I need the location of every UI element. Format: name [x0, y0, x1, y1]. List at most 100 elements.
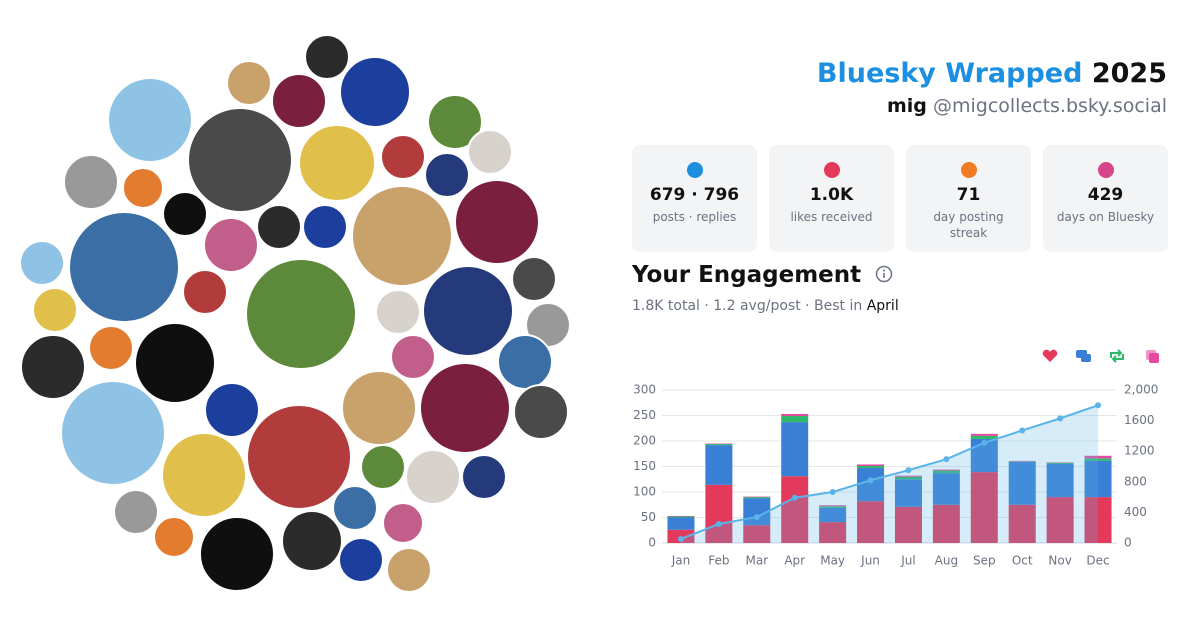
bar-segment [857, 465, 885, 469]
line-point [1019, 427, 1026, 434]
x-tick-label: Oct [1012, 554, 1033, 568]
stat-card: 1.0K likes received [769, 145, 894, 252]
bar-segment [1084, 455, 1112, 459]
stat-icon [961, 162, 977, 178]
avatar [497, 334, 553, 390]
y-tick-label: 150 [633, 459, 656, 473]
y2-tick-label: 400 [1124, 505, 1147, 519]
summary-text: 1.8K total · 1.2 avg/post · Best in [632, 298, 863, 314]
line-point [867, 477, 874, 484]
bar-segment [781, 422, 809, 477]
bar-segment [932, 473, 960, 505]
stat-icon [1098, 162, 1114, 178]
bar-segment [1046, 462, 1074, 463]
x-tick-label: Feb [708, 554, 729, 568]
info-icon[interactable] [875, 265, 893, 283]
y-tick-label: 200 [633, 434, 656, 448]
bar-segment [1008, 461, 1036, 505]
x-tick-label: Nov [1048, 554, 1071, 568]
bar-segment [894, 475, 922, 477]
legend-icon[interactable] [1110, 349, 1124, 363]
stat-value: 679 · 796 [649, 185, 740, 205]
avatar [405, 449, 461, 505]
bar-segment [705, 484, 733, 543]
bar-segment [932, 470, 960, 474]
avatar [134, 322, 216, 404]
stat-label: likes received [790, 210, 873, 224]
avatar [203, 217, 259, 273]
avatar [302, 204, 348, 250]
bar-segment [970, 435, 998, 439]
legend-icon[interactable] [1042, 349, 1058, 362]
avatar [360, 444, 406, 490]
line [680, 404, 1099, 540]
bar-segment [705, 443, 733, 445]
bar-segment [781, 476, 809, 543]
avatar [68, 211, 180, 323]
avatar [19, 240, 65, 286]
avatar [88, 325, 134, 371]
line-point [943, 456, 950, 463]
avatar [182, 269, 228, 315]
avatar [113, 489, 159, 535]
title-line: Bluesky Wrapped 2025 [817, 58, 1167, 89]
bar-segment [743, 496, 771, 498]
line-point [905, 467, 912, 474]
bar-segment [857, 464, 885, 466]
avatar [199, 516, 275, 592]
bar-segment [970, 433, 998, 436]
line-point [981, 439, 988, 446]
stat-icon [687, 162, 703, 178]
handle: @migcollects.bsky.social [932, 95, 1167, 117]
legend-icon[interactable] [1076, 350, 1091, 362]
stat-value: 1.0K [809, 185, 854, 205]
avatar [161, 432, 247, 518]
line-point [753, 514, 760, 521]
bar-segment [819, 505, 847, 507]
avatar [339, 56, 411, 128]
bar-segment [894, 479, 922, 507]
bar-segment [894, 476, 922, 480]
best-month: April [866, 298, 899, 314]
x-tick-label: Apr [784, 554, 805, 568]
avatar [107, 77, 193, 163]
y-tick-label: 300 [633, 383, 656, 397]
bar-segment [667, 517, 695, 530]
avatar [424, 152, 470, 198]
line-point [1095, 402, 1102, 409]
avatar [20, 334, 86, 400]
avatar [271, 73, 327, 129]
bar-segment [970, 472, 998, 543]
avatar [32, 287, 78, 333]
user-line: mig @migcollects.bsky.social [887, 95, 1167, 117]
avatar [511, 256, 557, 302]
stat-card: 679 · 796 posts · replies [632, 145, 757, 252]
y2-tick-label: 2,000 [1124, 383, 1158, 397]
quote [1149, 353, 1159, 363]
avatar [422, 265, 514, 357]
y2-tick-label: 0 [1124, 536, 1132, 550]
bar-segment [667, 515, 695, 517]
x-tick-label: Jan [671, 554, 691, 568]
y-tick-label: 50 [641, 510, 656, 524]
repost [1110, 349, 1124, 363]
bar-segment [819, 506, 847, 508]
avatar [256, 204, 302, 250]
avatar [427, 94, 483, 150]
avatar [245, 258, 357, 370]
avatar [467, 129, 513, 175]
legend-icon[interactable] [1146, 350, 1159, 363]
bar-segment [894, 506, 922, 543]
avatar [380, 134, 426, 180]
avatar [162, 191, 208, 237]
stat-label: day posting streak [933, 210, 1004, 240]
y2-tick-label: 800 [1124, 474, 1147, 488]
x-tick-label: May [820, 554, 845, 568]
x-tick-label: Jun [860, 554, 880, 568]
line-point [677, 535, 684, 542]
avatar [122, 167, 164, 209]
heart [1042, 349, 1058, 362]
avatar [390, 334, 436, 380]
line-point [1057, 415, 1064, 422]
stat-icon [824, 162, 840, 178]
